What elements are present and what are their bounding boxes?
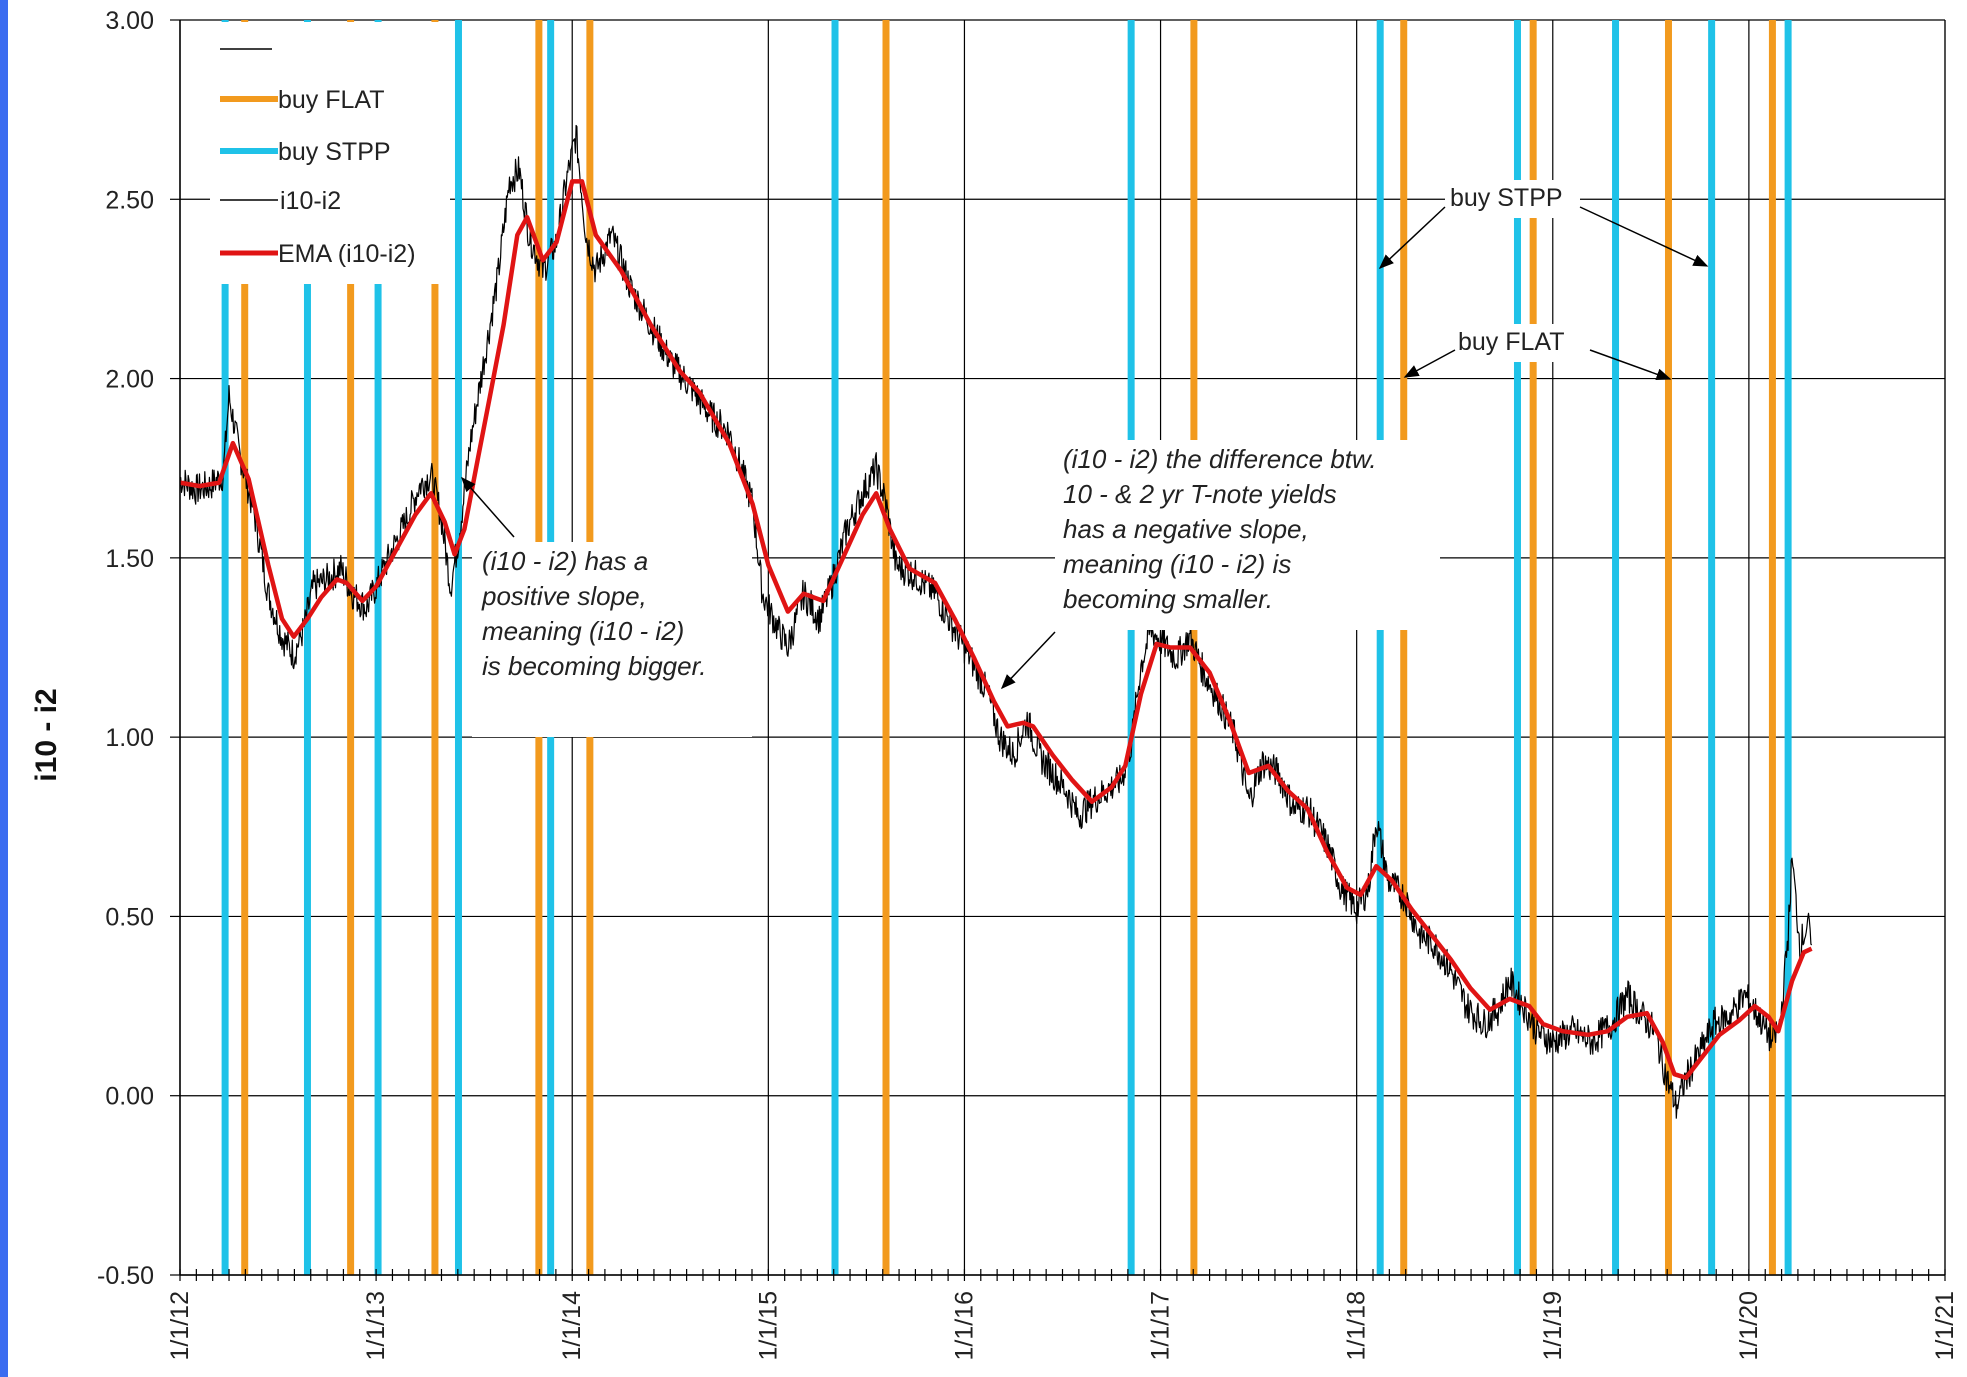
annotation-negative-slope: (i10 - i2) the difference btw. 10 - & 2 … <box>1000 440 1440 690</box>
annotation-negative-line-3: has a negative slope, <box>1063 514 1309 544</box>
y-tick-label: 0.50 <box>105 903 154 931</box>
y-tick-label: 1.00 <box>105 724 154 752</box>
y-tick-label: 2.00 <box>105 366 154 394</box>
callout-buy-flat: buy FLAT <box>1403 324 1672 381</box>
callout-buy-flat-label: buy FLAT <box>1458 328 1565 356</box>
callout-buy-flat-arrow-right <box>1589 349 1672 381</box>
series-line-i10-i2 <box>179 124 1813 1119</box>
annotation-positive-line-4: is becoming bigger. <box>482 651 707 681</box>
y-tick-label: 2.50 <box>105 186 154 214</box>
series-lines <box>179 124 1813 1119</box>
x-tick-label: 1/1/20 <box>1735 1291 1763 1361</box>
y-axis-label: i10 - i2 <box>30 688 63 781</box>
callout-buy-stpp-arrow-left <box>1378 206 1446 270</box>
y-tick-label: 0.00 <box>105 1083 154 1111</box>
legend-label-ema: EMA (i10-i2) <box>278 240 416 268</box>
annotation-negative-line-5: becoming smaller. <box>1063 584 1273 614</box>
series-line-ema <box>179 179 1813 1081</box>
annotation-positive-slope: (i10 - i2) has a positive slope, meaning… <box>461 476 752 737</box>
callout-buy-stpp-label: buy STPP <box>1450 184 1563 212</box>
annotation-positive-line-1: (i10 - i2) has a <box>482 546 648 576</box>
legend-label-buy-flat: buy FLAT <box>278 86 385 114</box>
x-tick-label: 1/1/19 <box>1539 1291 1567 1361</box>
annotation-positive-line-3: meaning (i10 - i2) <box>482 616 684 646</box>
annotation-negative-line-1: (i10 - i2) the difference btw. <box>1063 444 1377 474</box>
legend-label-i10-i2: i10-i2 <box>280 187 341 215</box>
annotation-positive-line-2: positive slope, <box>481 581 647 611</box>
annotation-negative-line-2: 10 - & 2 yr T-note yields <box>1063 479 1337 509</box>
x-tick-label: 1/1/12 <box>166 1291 194 1361</box>
annotation-negative-line-4: meaning (i10 - i2) is <box>1063 549 1291 579</box>
x-tick-label: 1/1/17 <box>1147 1291 1175 1361</box>
annotation-positive-arrow <box>461 476 515 538</box>
x-tick-labels: 1/1/12 1/1/13 1/1/14 1/1/15 1/1/16 1/1/17 1/1/… <box>166 1291 1959 1361</box>
x-tick-label: 1/1/13 <box>362 1291 390 1361</box>
x-tick-label: 1/1/14 <box>558 1291 586 1361</box>
callout-buy-stpp: buy STPP <box>1378 180 1709 270</box>
axes <box>170 19 1946 1281</box>
x-tick-label: 1/1/15 <box>754 1291 782 1361</box>
y-tick-label: -0.50 <box>97 1262 154 1290</box>
frame-left-border <box>0 0 8 1377</box>
legend: buy FLAT buy STPP i10-i2 EMA (i10-i2) <box>210 22 450 284</box>
callout-buy-stpp-arrow-right <box>1579 206 1709 267</box>
x-tick-label: 1/1/21 <box>1931 1291 1959 1361</box>
y-tick-label: 3.00 <box>105 7 154 35</box>
x-tick-label: 1/1/18 <box>1343 1291 1371 1361</box>
callout-buy-flat-arrow-left <box>1403 349 1456 378</box>
annotation-negative-arrow <box>1000 631 1056 690</box>
y-tick-labels: 3.00 2.50 2.00 1.50 1.00 0.50 0.00 -0.50 <box>97 7 154 1290</box>
x-tick-label: 1/1/16 <box>950 1291 978 1361</box>
y-tick-label: 1.50 <box>105 545 154 573</box>
legend-label-buy-stpp: buy STPP <box>278 138 391 166</box>
